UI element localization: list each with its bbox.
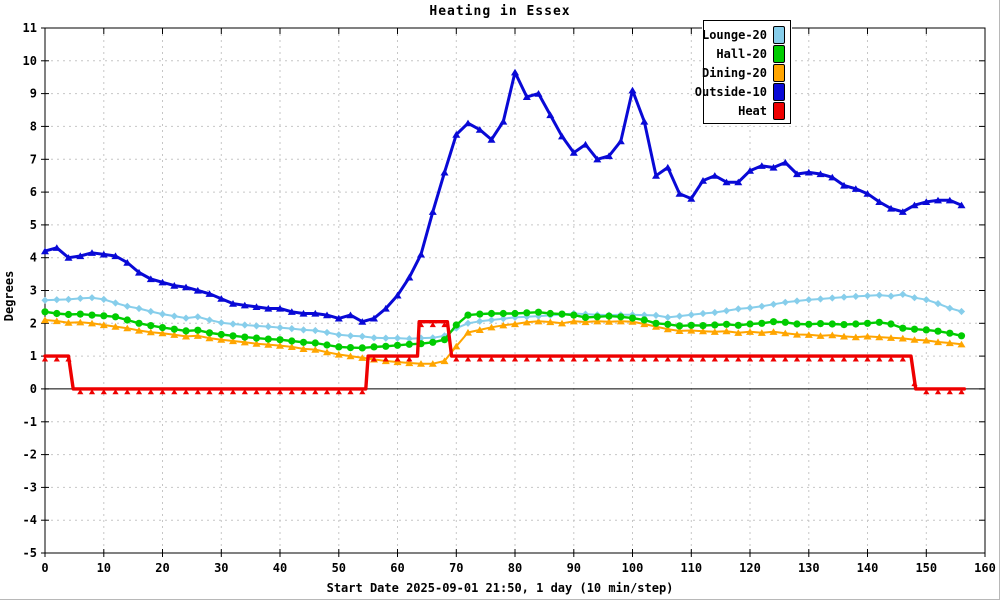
svg-text:10: 10 bbox=[23, 54, 37, 68]
svg-text:60: 60 bbox=[390, 561, 404, 575]
chart-title: Heating in Essex bbox=[429, 4, 571, 19]
svg-text:140: 140 bbox=[857, 561, 879, 575]
legend-label: Outside-10 bbox=[694, 84, 767, 99]
legend-item-heat: Heat bbox=[708, 101, 785, 120]
legend-item-dining-20: Dining-20 bbox=[702, 63, 785, 82]
legend-swatch bbox=[773, 101, 785, 120]
svg-text:-3: -3 bbox=[23, 480, 37, 494]
svg-text:40: 40 bbox=[273, 561, 287, 575]
legend-swatch bbox=[773, 25, 785, 44]
svg-text:1: 1 bbox=[30, 349, 37, 363]
svg-text:8: 8 bbox=[30, 119, 37, 133]
svg-text:70: 70 bbox=[449, 561, 463, 575]
svg-text:2: 2 bbox=[30, 316, 37, 330]
svg-text:11: 11 bbox=[23, 21, 37, 35]
legend-label: Hall-20 bbox=[716, 46, 767, 61]
svg-text:4: 4 bbox=[30, 251, 37, 265]
svg-text:120: 120 bbox=[739, 561, 761, 575]
legend-item-hall-20: Hall-20 bbox=[708, 44, 785, 63]
svg-text:6: 6 bbox=[30, 185, 37, 199]
svg-text:160: 160 bbox=[974, 561, 996, 575]
svg-text:50: 50 bbox=[332, 561, 346, 575]
svg-text:0: 0 bbox=[41, 561, 48, 575]
legend-swatch bbox=[773, 63, 785, 82]
svg-text:9: 9 bbox=[30, 87, 37, 101]
svg-text:130: 130 bbox=[798, 561, 820, 575]
svg-text:110: 110 bbox=[680, 561, 702, 575]
svg-text:-2: -2 bbox=[23, 448, 37, 462]
legend-item-outside-10: Outside-10 bbox=[695, 82, 785, 101]
legend-label: Heat bbox=[738, 103, 767, 118]
legend-label: Dining-20 bbox=[701, 65, 767, 80]
svg-text:80: 80 bbox=[508, 561, 522, 575]
svg-text:90: 90 bbox=[567, 561, 581, 575]
svg-text:-1: -1 bbox=[23, 415, 37, 429]
svg-text:20: 20 bbox=[155, 561, 169, 575]
legend: Lounge-20 Hall-20 Dining-20 Outside-10 Heat bbox=[695, 20, 791, 124]
x-axis-label: Start Date 2025-09-01 21:50, 1 day (10 m… bbox=[326, 581, 674, 595]
svg-text:-4: -4 bbox=[23, 513, 37, 527]
svg-text:10: 10 bbox=[97, 561, 111, 575]
legend-swatch bbox=[773, 82, 785, 101]
svg-text:100: 100 bbox=[622, 561, 644, 575]
svg-text:3: 3 bbox=[30, 284, 37, 298]
svg-text:0: 0 bbox=[30, 382, 37, 396]
svg-text:7: 7 bbox=[30, 152, 37, 166]
legend-swatch bbox=[773, 44, 785, 63]
legend-item-lounge-20: Lounge-20 bbox=[702, 25, 785, 44]
svg-text:5: 5 bbox=[30, 218, 37, 232]
legend-label: Lounge-20 bbox=[701, 27, 767, 42]
svg-text:30: 30 bbox=[214, 561, 228, 575]
svg-text:-5: -5 bbox=[23, 546, 37, 560]
svg-text:150: 150 bbox=[915, 561, 937, 575]
